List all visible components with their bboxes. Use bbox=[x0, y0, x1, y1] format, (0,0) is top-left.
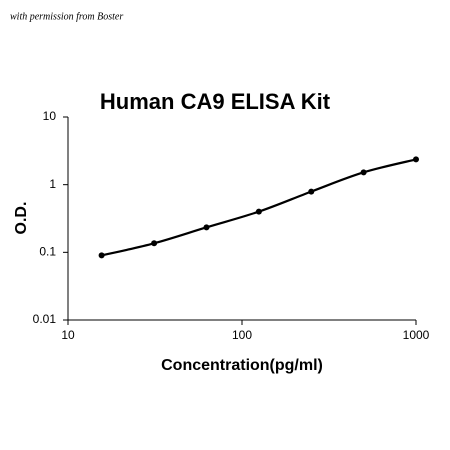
y-tick-label: 10 bbox=[43, 109, 57, 123]
x-axis-label: Concentration(pg/ml) bbox=[161, 357, 323, 374]
data-point bbox=[360, 169, 367, 176]
data-point bbox=[308, 188, 315, 195]
data-point bbox=[203, 224, 210, 231]
data-point bbox=[255, 208, 262, 215]
data-point bbox=[151, 240, 158, 247]
chart-title: Human CA9 ELISA Kit bbox=[100, 89, 331, 114]
data-point bbox=[98, 252, 105, 259]
x-tick-label: 1000 bbox=[403, 328, 430, 342]
y-axis-label: O.D. bbox=[13, 202, 30, 235]
y-tick-label: 0.01 bbox=[33, 312, 57, 326]
y-tick-label: 0.1 bbox=[39, 245, 56, 259]
fit-curve bbox=[101, 158, 417, 257]
watermark: with permission from Boster bbox=[10, 11, 123, 22]
data-point bbox=[413, 156, 419, 163]
x-tick-label: 100 bbox=[232, 328, 252, 342]
x-tick-label: 10 bbox=[61, 328, 75, 342]
y-tick-label: 1 bbox=[49, 177, 56, 191]
